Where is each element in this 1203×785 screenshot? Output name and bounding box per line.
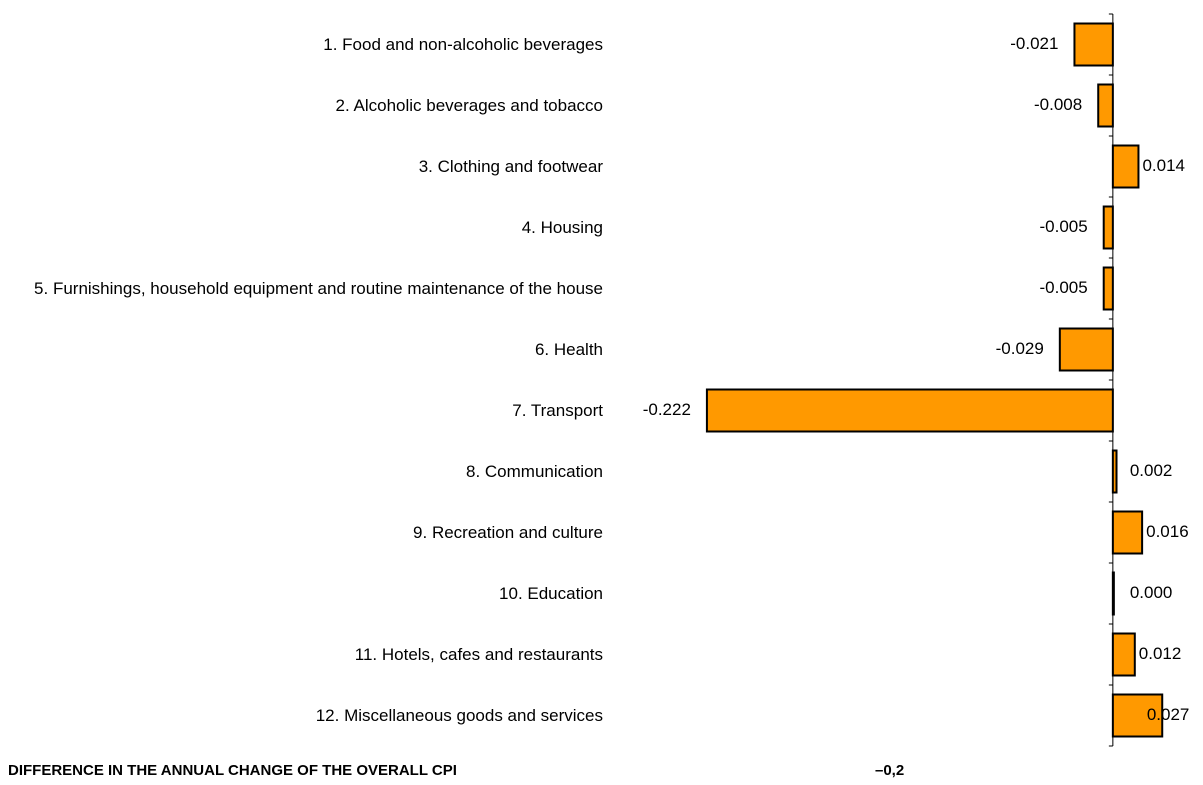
bar: [1102, 266, 1114, 311]
category-text: 9. Recreation and culture: [413, 522, 603, 542]
category-text: 2. Alcoholic beverages and tobacco: [335, 95, 603, 115]
value-label: 0.012: [1139, 644, 1182, 663]
bar: [1111, 144, 1140, 189]
value-label: 0.002: [1130, 461, 1173, 480]
bar: [1102, 205, 1114, 250]
category-label: 2. Alcoholic beverages and tobacco: [3, 75, 603, 136]
bar: [1111, 632, 1136, 677]
value-label: -0.021: [1010, 34, 1058, 53]
category-label: 8. Communication: [3, 441, 603, 502]
bar: [705, 388, 1114, 433]
category-text: 6. Health: [534, 339, 603, 359]
category-text: 8. Communication: [465, 461, 603, 481]
category-label: 6. Health: [3, 319, 603, 380]
category-label: 9. Recreation and culture: [3, 502, 603, 563]
value-label: 0.000: [1130, 583, 1173, 602]
bar: [1097, 83, 1114, 128]
category-label: 4. Housing: [3, 197, 603, 258]
value-label: -0.005: [1040, 278, 1088, 297]
category-label: 5. Furnishings, household equipment and …: [3, 258, 603, 319]
bar: [1111, 449, 1118, 494]
category-label: 7. Transport: [3, 380, 603, 441]
value-label: -0.222: [643, 400, 691, 419]
category-label: 11. Hotels, cafes and restaurants: [3, 624, 603, 685]
category-label: 3. Clothing and footwear: [3, 136, 603, 197]
bar: [1111, 510, 1144, 555]
value-label: -0.029: [996, 339, 1044, 358]
value-label: -0.005: [1040, 217, 1088, 236]
value-label: 0.016: [1146, 522, 1189, 541]
value-label: 0.014: [1142, 156, 1185, 175]
category-label: 1. Food and non-alcoholic beverages: [3, 14, 603, 75]
value-label: 0.027: [1147, 705, 1190, 724]
category-label: 10. Education: [3, 563, 603, 624]
footer-value: –0,2: [875, 762, 905, 779]
category-text: 7. Transport: [512, 400, 603, 420]
category-text: 3. Clothing and footwear: [418, 156, 603, 176]
category-text: 4. Housing: [521, 217, 603, 237]
category-text: 5. Furnishings, household equipment and …: [34, 278, 603, 298]
category-text: 11. Hotels, cafes and restaurants: [354, 644, 603, 664]
category-text: 1. Food and non-alcoholic beverages: [323, 34, 603, 54]
bar: [1058, 327, 1114, 372]
category-text: 10. Education: [499, 583, 603, 603]
bar: [1111, 693, 1164, 738]
value-label: -0.008: [1034, 95, 1082, 114]
bar: [1073, 22, 1114, 67]
category-text: 12. Miscellaneous goods and services: [315, 705, 603, 725]
footer-label: DIFFERENCE IN THE ANNUAL CHANGE OF THE O…: [8, 762, 457, 779]
category-label: 12. Miscellaneous goods and services: [3, 685, 603, 746]
